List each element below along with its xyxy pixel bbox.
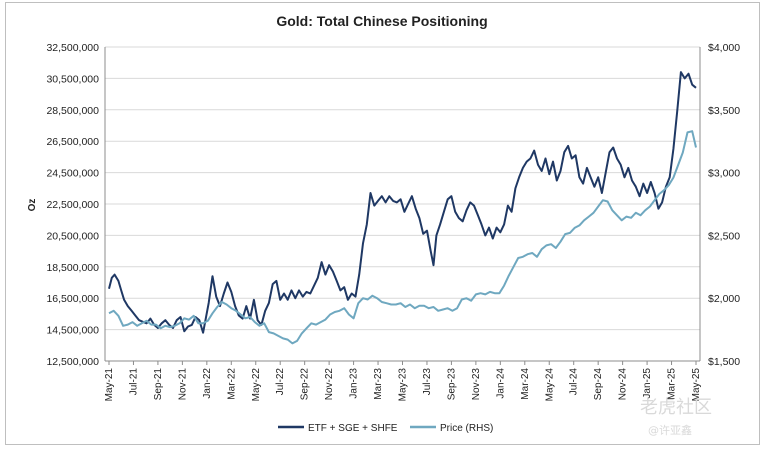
x-tick-label: Sep-21 (153, 368, 164, 401)
x-tick-label: Jan-22 (202, 368, 213, 399)
x-axis: May-21 Jul-21 Sep-21 Nov-21 Jan-22 Mar-22 May-… (104, 361, 702, 401)
y-tick-label: 16,500,000 (46, 293, 99, 305)
x-tick-label: Jul-23 (422, 368, 433, 396)
series-line-1 (108, 71, 697, 334)
x-tick-label: Nov-23 (471, 368, 482, 401)
y2-tick-label: $3,500 (708, 105, 740, 117)
x-tick-label: Jan-23 (349, 368, 360, 399)
x-tick-label: May-24 (544, 368, 555, 402)
chart-title: Gold: Total Chinese Positioning (276, 13, 487, 29)
legend-label: Price (RHS) (440, 423, 493, 434)
x-tick-label: Mar-23 (373, 368, 384, 400)
x-tick-label: Sep-22 (300, 368, 311, 401)
x-tick-label: May-22 (251, 368, 262, 402)
y-tick-label: 24,500,000 (46, 168, 99, 180)
legend-label: ETF + SGE + SHFE (308, 423, 398, 434)
x-tick-label: Nov-24 (618, 368, 629, 401)
x-tick-label: Sep-23 (446, 368, 457, 401)
x-tick-label: Nov-21 (177, 368, 188, 401)
y-tick-label: 32,500,000 (46, 42, 99, 54)
x-tick-label: Sep-24 (593, 368, 604, 401)
y-tick-label: 12,500,000 (46, 356, 99, 368)
series-line-2 (108, 130, 697, 345)
x-tick-label: Jan-25 (642, 368, 653, 399)
y2-tick-label: $2,000 (708, 293, 740, 305)
y-tick-label: 18,500,000 (46, 262, 99, 274)
y2-tick-label: $1,500 (708, 356, 740, 368)
y2-tick-label: $4,000 (708, 42, 740, 54)
x-tick-label: Mar-22 (226, 368, 237, 400)
y-axis-right: $4,000 $3,500 $3,000 $2,500 $2,000 $1,500 (708, 42, 740, 368)
x-tick-label: Jul-22 (275, 368, 286, 396)
watermark-text: 老虎社区 (640, 397, 712, 418)
y-tick-label: 20,500,000 (46, 230, 99, 242)
x-tick-label: May-25 (691, 368, 702, 402)
x-tick-label: Mar-25 (667, 368, 678, 400)
y2-tick-label: $3,000 (708, 168, 740, 180)
y2-tick-label: $2,500 (708, 230, 740, 242)
y-axis-label: Oz (27, 199, 38, 212)
y-tick-label: 22,500,000 (46, 199, 99, 211)
x-tick-label: Jul-24 (569, 368, 580, 396)
y-tick-label: 28,500,000 (46, 105, 99, 117)
watermark-handle: @许亚鑫 (648, 423, 692, 437)
y-axis-left: 32,500,000 30,500,000 28,500,000 26,500,000… (46, 42, 99, 368)
y-tick-label: 30,500,000 (46, 73, 99, 85)
y-tick-label: 14,500,000 (46, 325, 99, 337)
x-tick-label: Jul-21 (128, 368, 139, 396)
x-tick-label: Mar-24 (520, 368, 531, 400)
chart-frame (5, 2, 760, 445)
x-tick-label: May-21 (104, 368, 115, 402)
x-tick-label: Nov-22 (324, 368, 335, 401)
y-tick-label: 26,500,000 (46, 136, 99, 148)
x-tick-label: May-23 (398, 368, 409, 402)
series-group (108, 71, 697, 345)
legend: ETF + SGE + SHFE Price (RHS) (278, 423, 493, 434)
x-tick-label: Jan-24 (495, 368, 506, 399)
